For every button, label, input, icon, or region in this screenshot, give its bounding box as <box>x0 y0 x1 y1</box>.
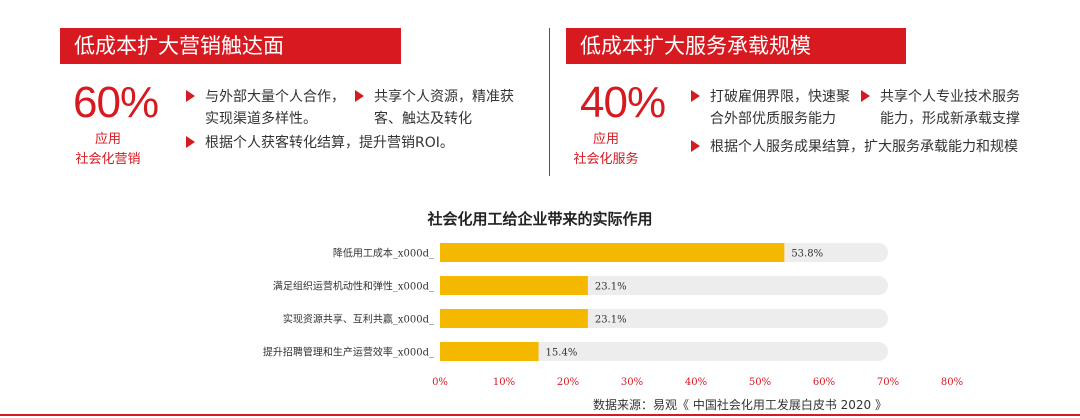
right-bullet-3-line1: 根据个人服务成果结算，扩大服务承载能力和规模 <box>710 139 1018 155</box>
right-bullet-1: 打破雇佣界限，快速聚 合外部优质服务能力 <box>691 86 861 130</box>
value-label: 23.1% <box>595 315 627 326</box>
left-bullet-3-line1: 根据个人获客转化结算，提升营销ROI。 <box>205 135 454 151</box>
right-percent: 40% <box>580 78 666 127</box>
right-bullet-2: 共享个人专业技术服务 能力，形成新承载支撑 <box>861 86 1041 130</box>
left-bullet-1-line2: 实现渠道多样性。 <box>205 111 317 127</box>
triangle-bullet-icon <box>691 140 700 152</box>
triangle-bullet-icon <box>186 90 195 102</box>
bottom-rule <box>0 414 1080 416</box>
right-caption: 应用 社会化服务 <box>561 130 651 170</box>
category-label: 实现资源共享、互利共赢_x000d_ <box>283 313 434 326</box>
left-caption-line2: 社会化营销 <box>75 152 141 167</box>
right-bullet-2-line2: 能力，形成新承载支撑 <box>880 111 1020 127</box>
right-caption-line1: 应用 <box>592 132 619 147</box>
right-bullet-1-line1: 打破雇佣界限，快速聚 <box>710 89 850 105</box>
right-panel-title: 低成本扩大服务承载规模 <box>566 28 906 64</box>
left-bullet-2-line1: 共享个人资源，精准获 <box>374 89 514 105</box>
x-tick-label: 30% <box>621 377 643 388</box>
x-tick-label: 80% <box>941 377 963 388</box>
value-label: 23.1% <box>595 282 627 293</box>
value-label: 15.4% <box>546 348 578 359</box>
right-bullet-2-line1: 共享个人专业技术服务 <box>880 89 1020 105</box>
left-bullet-3: 根据个人获客转化结算，提升营销ROI。 <box>186 132 516 154</box>
bar <box>440 276 588 295</box>
left-bullet-1: 与外部大量个人合作， 实现渠道多样性。 <box>186 86 356 130</box>
category-label: 满足组织运营机动性和弹性_x000d_ <box>273 280 434 293</box>
x-tick-label: 50% <box>749 377 771 388</box>
left-bullet-2: 共享个人资源，精准获 客、触达及转化 <box>355 86 530 130</box>
x-tick-label: 10% <box>493 377 515 388</box>
bar <box>440 309 588 328</box>
left-caption: 应用 社会化营销 <box>63 130 153 170</box>
x-tick-label: 40% <box>685 377 707 388</box>
bar <box>440 243 785 262</box>
category-label: 降低用工成本_x000d_ <box>333 247 434 260</box>
triangle-bullet-icon <box>861 90 870 102</box>
data-source: 数据来源：易观《 中国社会化用工发展白皮书 2020 》 <box>593 398 887 412</box>
left-percent: 60% <box>73 78 159 127</box>
left-bullet-1-line1: 与外部大量个人合作， <box>205 89 345 105</box>
triangle-bullet-icon <box>186 136 195 148</box>
triangle-bullet-icon <box>691 90 700 102</box>
chart-title: 社会化用工给企业带来的实际作用 <box>427 210 653 228</box>
left-bullet-2-line2: 客、触达及转化 <box>374 111 472 127</box>
left-caption-line1: 应用 <box>94 132 121 147</box>
right-bullet-3: 根据个人服务成果结算，扩大服务承载能力和规模 <box>691 136 1051 158</box>
x-tick-label: 0% <box>432 377 448 388</box>
bar <box>440 342 539 361</box>
x-tick-label: 70% <box>877 377 899 388</box>
category-label: 提升招聘管理和生产运营效率_x000d_ <box>263 346 434 359</box>
value-label: 53.8% <box>791 249 823 260</box>
right-bullet-1-line2: 合外部优质服务能力 <box>710 111 836 127</box>
x-tick-label: 60% <box>813 377 835 388</box>
left-panel-title: 低成本扩大营销触达面 <box>60 28 401 64</box>
triangle-bullet-icon <box>355 90 364 102</box>
panel-divider <box>549 28 550 176</box>
right-caption-line2: 社会化服务 <box>573 152 639 167</box>
bar-track <box>440 342 888 361</box>
x-tick-label: 20% <box>557 377 579 388</box>
